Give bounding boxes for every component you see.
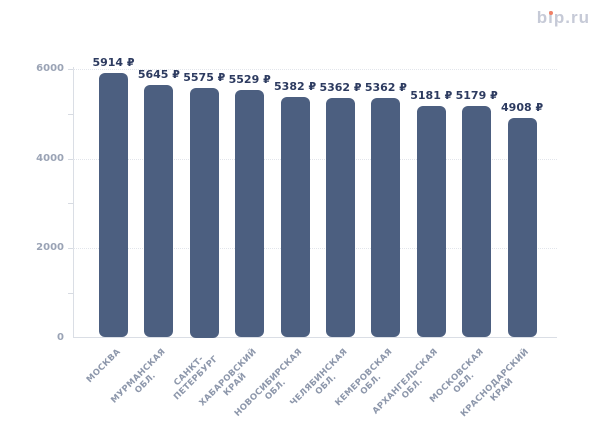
bar[interactable] <box>326 97 355 338</box>
y-axis-line <box>73 67 74 338</box>
bar[interactable] <box>235 90 265 338</box>
bar-value-label: 4908 ₽ <box>501 100 544 114</box>
y-axis-label: 0 <box>57 331 64 343</box>
bar[interactable] <box>99 72 128 338</box>
bar[interactable] <box>371 97 401 338</box>
bar-value-label: 5179 ₽ <box>455 88 498 102</box>
y-axis-tick-4000 <box>68 158 73 160</box>
logo-i-dot-icon <box>548 10 554 15</box>
bar[interactable] <box>280 96 310 338</box>
y-axis-tick-2000 <box>68 248 73 249</box>
y-axis-tick-6000 <box>68 69 73 70</box>
y-axis-label: 6000 <box>36 63 64 74</box>
x-axis-label: МОСКВА <box>84 347 123 385</box>
gridline-2000 <box>73 248 557 249</box>
bar-value-label: 5382 ₽ <box>274 79 317 93</box>
bar[interactable] <box>144 84 174 338</box>
logo-text: bip.ru <box>536 8 590 27</box>
y-axis-label: 2000 <box>36 242 64 253</box>
bar-value-label: 5181 ₽ <box>410 88 453 102</box>
y-axis-tick-1000 <box>68 292 73 294</box>
y-axis-label: 4000 <box>36 152 64 164</box>
bar-value-label: 5362 ₽ <box>319 80 362 94</box>
bar-value-label: 5914 ₽ <box>92 55 135 69</box>
gridline-4000 <box>73 158 557 160</box>
bar-value-label: 5575 ₽ <box>183 71 226 84</box>
bar-value-label: 5529 ₽ <box>228 73 271 87</box>
bar[interactable] <box>416 105 446 338</box>
gridline-6000 <box>73 69 557 70</box>
bar-value-label: 5362 ₽ <box>364 80 407 94</box>
bar[interactable] <box>462 105 492 338</box>
y-axis-tick-5000 <box>68 113 73 115</box>
logo-bip-ru: bip.ru <box>537 8 590 28</box>
bar[interactable] <box>189 88 219 338</box>
y-axis-tick-3000 <box>68 203 73 205</box>
x-axis-line <box>73 337 557 338</box>
bar-value-label: 5645 ₽ <box>137 67 180 81</box>
bar[interactable] <box>507 117 537 338</box>
